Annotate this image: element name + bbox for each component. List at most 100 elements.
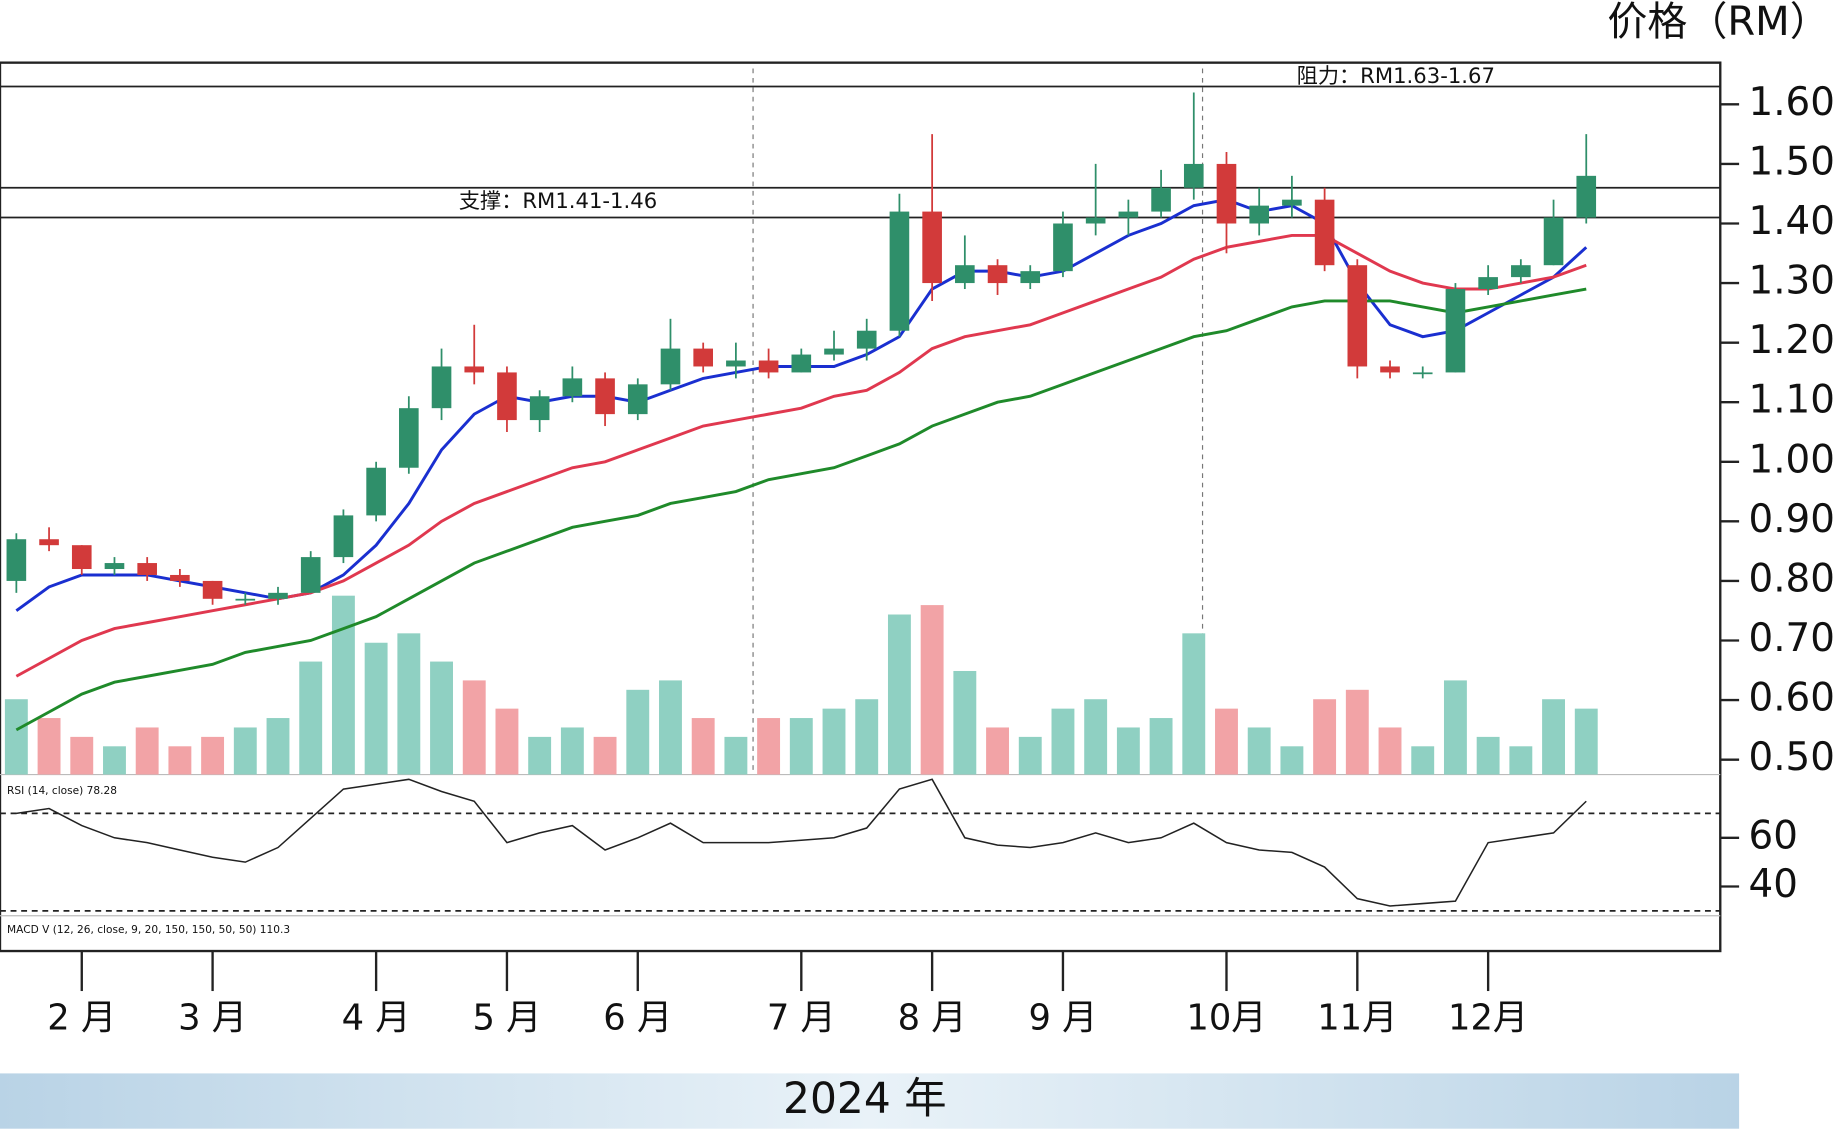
resistance-label: 阻力：RM1.63-1.67 [1297, 63, 1495, 88]
candle-body [268, 592, 288, 599]
candle-body [1511, 265, 1531, 278]
volume-bar [920, 605, 944, 775]
volume-bar [299, 661, 323, 775]
volume-bar [953, 670, 977, 775]
volume-bar [691, 718, 715, 775]
rsi-tick-label: 40 [1749, 862, 1798, 907]
y-tick-label: 0.90 [1749, 497, 1835, 542]
volume-bar [1182, 633, 1206, 775]
volume-bar [626, 689, 650, 775]
y-tick-label: 0.50 [1749, 735, 1835, 780]
volume-bar [1247, 727, 1271, 775]
support-label: 支撑：RM1.41-1.46 [459, 188, 657, 213]
candle-body [987, 265, 1008, 284]
volume-bar [789, 718, 813, 775]
volume-bar [1443, 680, 1467, 775]
candle-body [889, 211, 910, 331]
x-tick-label: 9 月 [1028, 997, 1097, 1038]
volume-bar [397, 633, 421, 775]
candle-body [1314, 199, 1335, 266]
candle-body [1118, 211, 1139, 218]
x-tick-label: 11月 [1317, 997, 1397, 1038]
volume-bar [1051, 708, 1075, 775]
volume-bar [462, 680, 486, 775]
candle-body [1576, 175, 1597, 218]
candle-body [1053, 223, 1073, 272]
volume-bar [1542, 699, 1565, 775]
candle-body [660, 348, 681, 385]
volume-bar [135, 727, 159, 775]
candle-body [562, 378, 583, 397]
candle-body [1151, 187, 1171, 212]
candle-body [71, 545, 92, 570]
year-band [0, 1073, 1740, 1129]
volume-bar [659, 680, 682, 775]
x-tick-label: 8 月 [898, 997, 967, 1038]
volume-bar [855, 699, 879, 775]
y-tick-label: 0.80 [1749, 556, 1835, 601]
volume-bar [37, 718, 61, 775]
x-tick-label: 3 月 [178, 997, 247, 1038]
candle-body [333, 515, 354, 558]
candle-body [1380, 366, 1400, 373]
volume-bar [986, 727, 1009, 775]
candle-body [170, 574, 190, 581]
candle-body [1445, 289, 1466, 373]
y-tick-label: 1.20 [1749, 318, 1835, 363]
volume-bar [1149, 718, 1173, 775]
candle-body [1216, 163, 1237, 224]
volume-bar [1018, 736, 1042, 775]
rsi-line [16, 778, 1587, 907]
candle-body [1020, 271, 1041, 284]
volume-bar [201, 736, 225, 775]
rsi-label: RSI (14, close) 78.28 [7, 785, 117, 797]
candle-body [693, 348, 713, 367]
y-axis-title: 价格（RM） [1607, 0, 1829, 45]
candle-body [1282, 199, 1302, 206]
y-tick-label: 1.10 [1749, 378, 1835, 423]
volume-bar [168, 746, 192, 775]
y-tick-label: 1.60 [1749, 80, 1835, 125]
candle-body [726, 360, 746, 367]
volume-bar [495, 708, 519, 775]
y-tick-label: 1.00 [1749, 437, 1835, 482]
volume-bar [4, 699, 28, 775]
x-tick-label: 4 月 [342, 997, 411, 1038]
volume-bar [1574, 708, 1598, 775]
volume-bar [593, 736, 617, 775]
moving-average [15, 287, 1587, 732]
volume-bar [1280, 746, 1304, 775]
candle-body [39, 539, 59, 546]
x-tick-label: 12月 [1448, 997, 1528, 1038]
x-tick-label: 6 月 [603, 997, 672, 1038]
candle-body [399, 408, 419, 468]
candle-body [595, 378, 615, 415]
candle-body [758, 360, 779, 373]
volume-bar [70, 736, 94, 775]
candle-body [1543, 217, 1564, 266]
candle-body [6, 539, 27, 581]
volume-bar [1378, 727, 1402, 775]
candle-body [497, 372, 517, 421]
x-tick-label: 10月 [1186, 997, 1266, 1038]
candle-body [1412, 372, 1433, 375]
volume-bar [331, 595, 355, 775]
candle-body [1183, 163, 1204, 188]
volume-bar [364, 642, 388, 775]
candle-body [529, 396, 550, 421]
x-tick-label: 5 月 [472, 997, 541, 1038]
volume-bar [266, 718, 290, 775]
y-tick-label: 1.40 [1749, 199, 1835, 244]
candle-body [627, 384, 648, 415]
x-tick-label: 2 月 [47, 997, 116, 1038]
candle-body [202, 580, 223, 599]
y-tick-label: 1.30 [1749, 259, 1835, 304]
y-tick-label: 0.60 [1749, 676, 1835, 721]
rsi-tick-label: 60 [1749, 813, 1798, 858]
candle-body [464, 366, 485, 373]
volume-bar [887, 614, 911, 775]
y-tick-label: 1.50 [1749, 139, 1835, 184]
volume-bar [1084, 699, 1108, 775]
volume-bar [724, 736, 748, 775]
